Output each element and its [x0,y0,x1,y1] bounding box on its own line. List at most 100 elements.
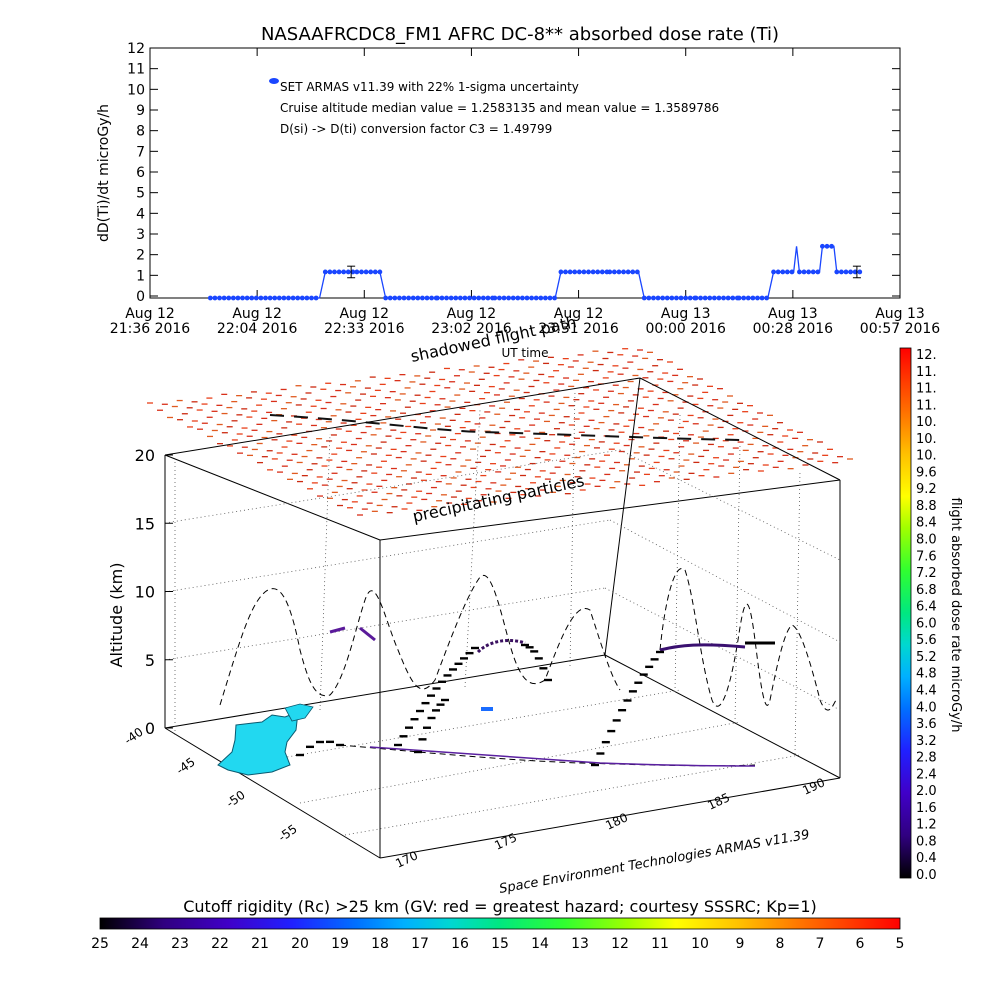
dose-colorbar-tick-label: 9.6 [916,465,937,480]
rigidity-colorbar-tick-label: 11 [651,936,669,952]
series-point [263,295,268,301]
dose-colorbar-gradient [899,347,912,879]
series-point [383,295,389,301]
series-point [448,295,454,301]
series-line [207,243,863,301]
legend-note-median: Cruise altitude median value = 1.2583135… [280,101,719,115]
series-point [492,295,498,301]
legend-marker [269,78,279,84]
series-point [363,269,369,275]
dose-colorbar-tick-label: 12. [916,348,937,363]
rigidity-colorbar-gradient [99,917,901,930]
series-point [359,269,364,275]
series-point [281,295,287,301]
dose-colorbar-tick-label: 11. [916,365,937,380]
series-point [586,269,591,275]
series-point [810,269,816,275]
x-tick-label-date: Aug 12 [232,306,282,322]
series-point [655,295,661,301]
dose-colorbar-tick-label: 4.8 [916,667,937,682]
series-point [501,295,507,301]
z-tick-label: 15 [135,514,155,533]
series-point [341,269,347,275]
dose-colorbar-tick-label: 3.2 [916,734,937,749]
legend-note-conversion: D(si) -> D(ti) conversion factor C3 = 1.… [280,122,552,136]
dose-colorbar-tick-label: 2.8 [916,751,937,766]
series-point [410,295,416,301]
rigidity-colorbar-tick-label: 10 [691,936,709,952]
rigidity-colorbar-tick-label: 13 [571,936,589,952]
series-point [646,295,652,301]
series-point [520,295,525,301]
y-tick-label: 9 [136,103,145,119]
series-point [664,295,670,301]
series-point [607,269,613,275]
series-point [485,295,491,301]
dose-colorbar-tick-label: 8.4 [916,516,937,531]
precipitating-particles-layer [147,348,853,516]
dose-colorbar-tick-label: 6.4 [916,600,937,615]
rigidity-colorbar-tick-label: 19 [331,936,349,952]
y-tick-label: 4 [136,206,145,222]
lon-tick-label: 185 [705,790,732,812]
dose-colorbar-tick-label: 4.0 [916,700,937,715]
series-point [838,269,844,275]
series-point [625,269,631,275]
series-point [634,269,640,275]
series-point [322,269,328,275]
series-point [616,269,622,275]
rigidity-colorbar-tick-label: 17 [411,936,429,952]
rigidity-colorbar-ticks: 25 24 23 22 21 20 19 18 17 16 15 14 13 12 11 10 9 8 7 6 5 [91,936,904,952]
dose-colorbar-tick-label: 8.0 [916,533,937,548]
series-point [290,295,296,301]
series-point [476,295,482,301]
series-point [350,269,356,275]
lon-tick-label: 175 [492,830,519,852]
rigidity-colorbar-tick-label: 16 [451,936,469,952]
series-point [230,295,236,301]
series-point [235,295,241,301]
legend: SET ARMAS v11.39 with 22% 1-sigma uncert… [269,78,719,136]
series-point [345,269,351,275]
series-point [716,295,722,301]
series-point [641,295,647,301]
x-tick-label-date: Aug 13 [661,306,711,322]
rigidity-colorbar-tick-label: 5 [896,936,905,952]
series-point [721,295,726,301]
x-tick-label-time: 23:31 2016 [538,321,619,337]
series-point [253,295,259,301]
cutoff-rigidity-region [217,703,493,776]
series-point [852,269,858,275]
particle-track [269,414,741,441]
series-point [332,269,337,275]
series-point [572,269,578,275]
y-axis-label: dD(Ti)/dt microGy/h [96,104,112,242]
lon-tick-label: 180 [603,810,630,832]
z-axis-label: Altitude (km) [107,563,126,668]
series-point [590,269,596,275]
dose-colorbar-label: flight absorbed dose rate microGy/h [948,498,963,733]
y-tick-label: 0 [136,289,145,305]
rigidity-colorbar-tick-label: 15 [491,936,509,952]
series-point [775,269,781,275]
y-tick-label: 8 [136,124,145,140]
series-point [212,295,218,301]
rigidity-colorbar-tick-label: 23 [171,936,189,952]
x-tick-label-time: 22:04 2016 [217,321,298,337]
series-point [313,295,319,301]
series-point [824,243,830,249]
dose-colorbar-tick-label: 10. [916,432,937,447]
series-point [415,295,421,301]
dose-colorbar-tick-label: 5.6 [916,633,937,648]
series-point [547,295,553,301]
series-point [392,295,398,301]
series-point [244,295,250,301]
series-point [595,269,601,275]
dose-colorbar-tick-label: 6.0 [916,616,937,631]
dose-colorbar-tick-label: 7.2 [916,566,937,581]
series-point [745,295,751,301]
series-point [538,295,544,301]
series-point [420,295,425,301]
error-bars [347,265,861,279]
